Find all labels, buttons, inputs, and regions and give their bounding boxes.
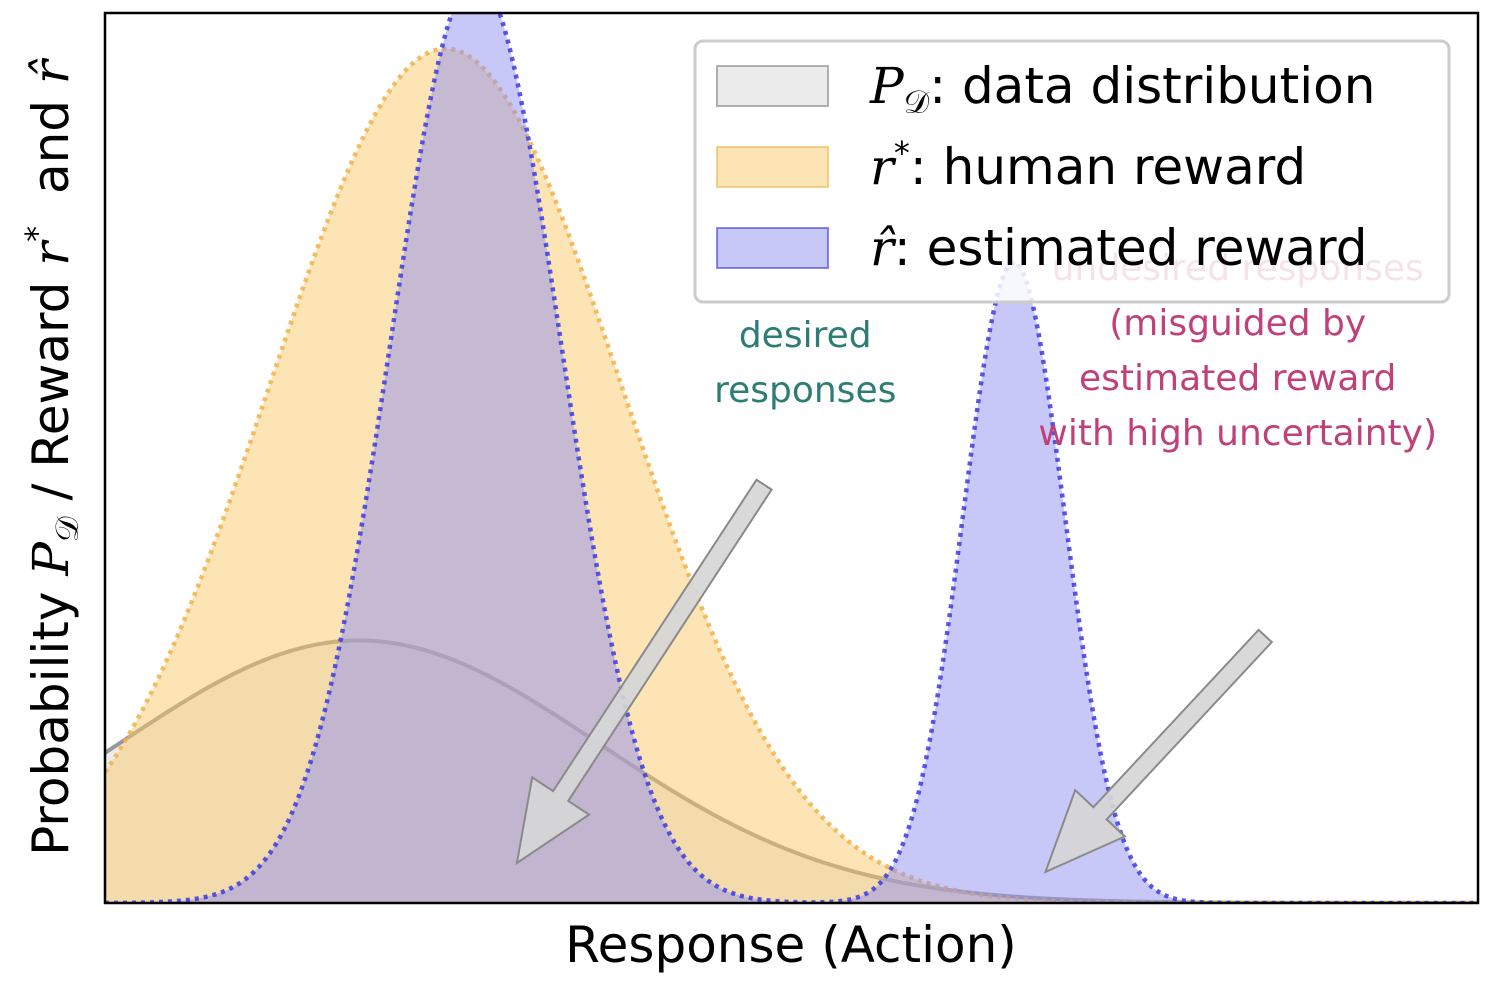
- y-label-prefix: Probability: [22, 576, 80, 856]
- y-label-and: and: [22, 84, 80, 226]
- annotation-desired-line: desired: [739, 315, 872, 356]
- y-label-r-sup: *: [18, 226, 56, 242]
- y-axis-label: Probability P𝒟 / Reward r* and r̂: [18, 57, 86, 856]
- arrow-undesired: [1043, 628, 1274, 874]
- annotation-undesired-line: with high uncertainty): [1038, 413, 1437, 454]
- series-fill-estimated: [105, 13, 1478, 903]
- legend-name: : human reward: [910, 138, 1306, 196]
- y-label-middle: / Reward: [22, 266, 80, 517]
- legend-swatch-human: [716, 146, 829, 188]
- legend-superscript: *: [894, 134, 910, 172]
- annotation-desired-line: responses: [714, 370, 896, 411]
- plot-frame: [103, 11, 1480, 905]
- annotation-undesired-line: (misguided by: [1109, 303, 1366, 344]
- y-label-r: r: [22, 239, 80, 266]
- y-label-p-sub: 𝒟: [48, 516, 86, 542]
- series-layer: [105, 13, 1478, 903]
- annotation-desired: desired responses: [714, 315, 896, 411]
- legend-label-data: P𝒟: data distribution: [869, 57, 1375, 121]
- legend-swatch-data: [716, 65, 829, 107]
- legend-name: : data distribution: [929, 57, 1375, 115]
- legend-swatch-estimated: [716, 227, 829, 269]
- legend-symbol: r̂: [870, 219, 897, 277]
- annotation-undesired-line: estimated reward: [1079, 358, 1396, 399]
- legend-label-human: r*: human reward: [870, 134, 1306, 196]
- x-axis-label: Response (Action): [565, 916, 1017, 974]
- legend-subscript: 𝒟: [904, 83, 930, 121]
- arrow-desired: [515, 478, 773, 866]
- legend-box: [693, 39, 1451, 304]
- legend-label-estimated: r̂: estimated reward: [870, 219, 1367, 277]
- legend-name: : estimated reward: [894, 219, 1368, 277]
- y-label-p: P: [22, 541, 80, 577]
- legend-symbol: P: [869, 57, 905, 115]
- legend-symbol: r: [870, 138, 897, 196]
- y-label-rhat: r̂: [22, 57, 80, 84]
